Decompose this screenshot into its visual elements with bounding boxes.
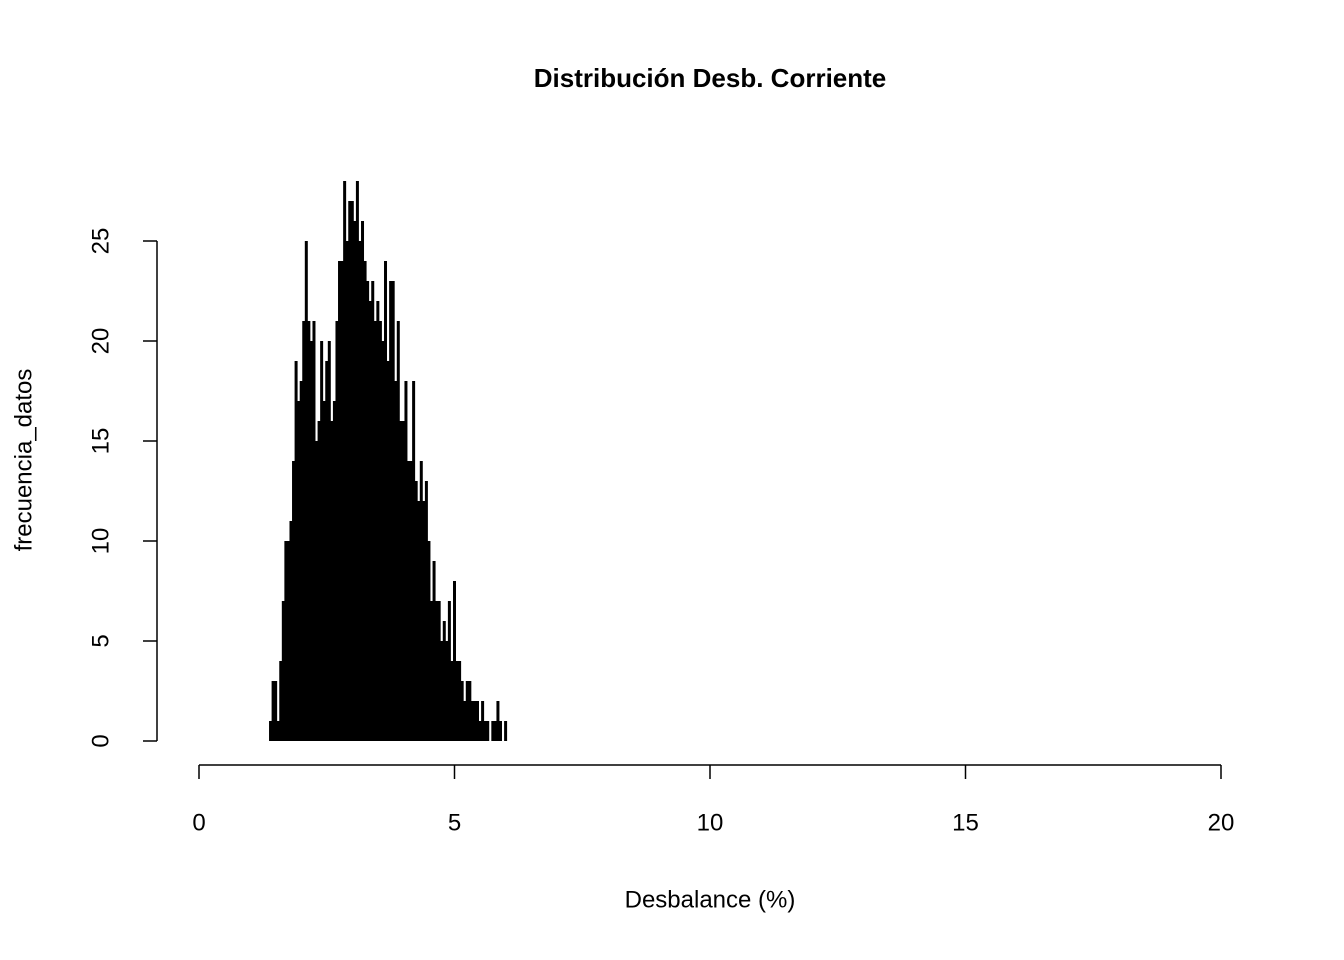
chart-title: Distribución Desb. Corriente — [534, 63, 887, 93]
y-tick-label: 5 — [87, 634, 114, 647]
y-axis-title: frecuencia_datos — [10, 369, 37, 552]
y-tick-label: 0 — [87, 734, 114, 747]
x-tick-label: 15 — [952, 809, 979, 836]
y-tick-label: 15 — [87, 428, 114, 455]
x-tick-label: 10 — [697, 809, 724, 836]
y-tick-label: 20 — [87, 328, 114, 355]
x-tick-label: 0 — [192, 809, 205, 836]
x-tick-label: 20 — [1208, 809, 1235, 836]
y-tick-label: 10 — [87, 528, 114, 555]
x-tick-label: 5 — [448, 809, 461, 836]
y-tick-label: 25 — [87, 228, 114, 255]
x-axis-title: Desbalance (%) — [625, 886, 796, 913]
